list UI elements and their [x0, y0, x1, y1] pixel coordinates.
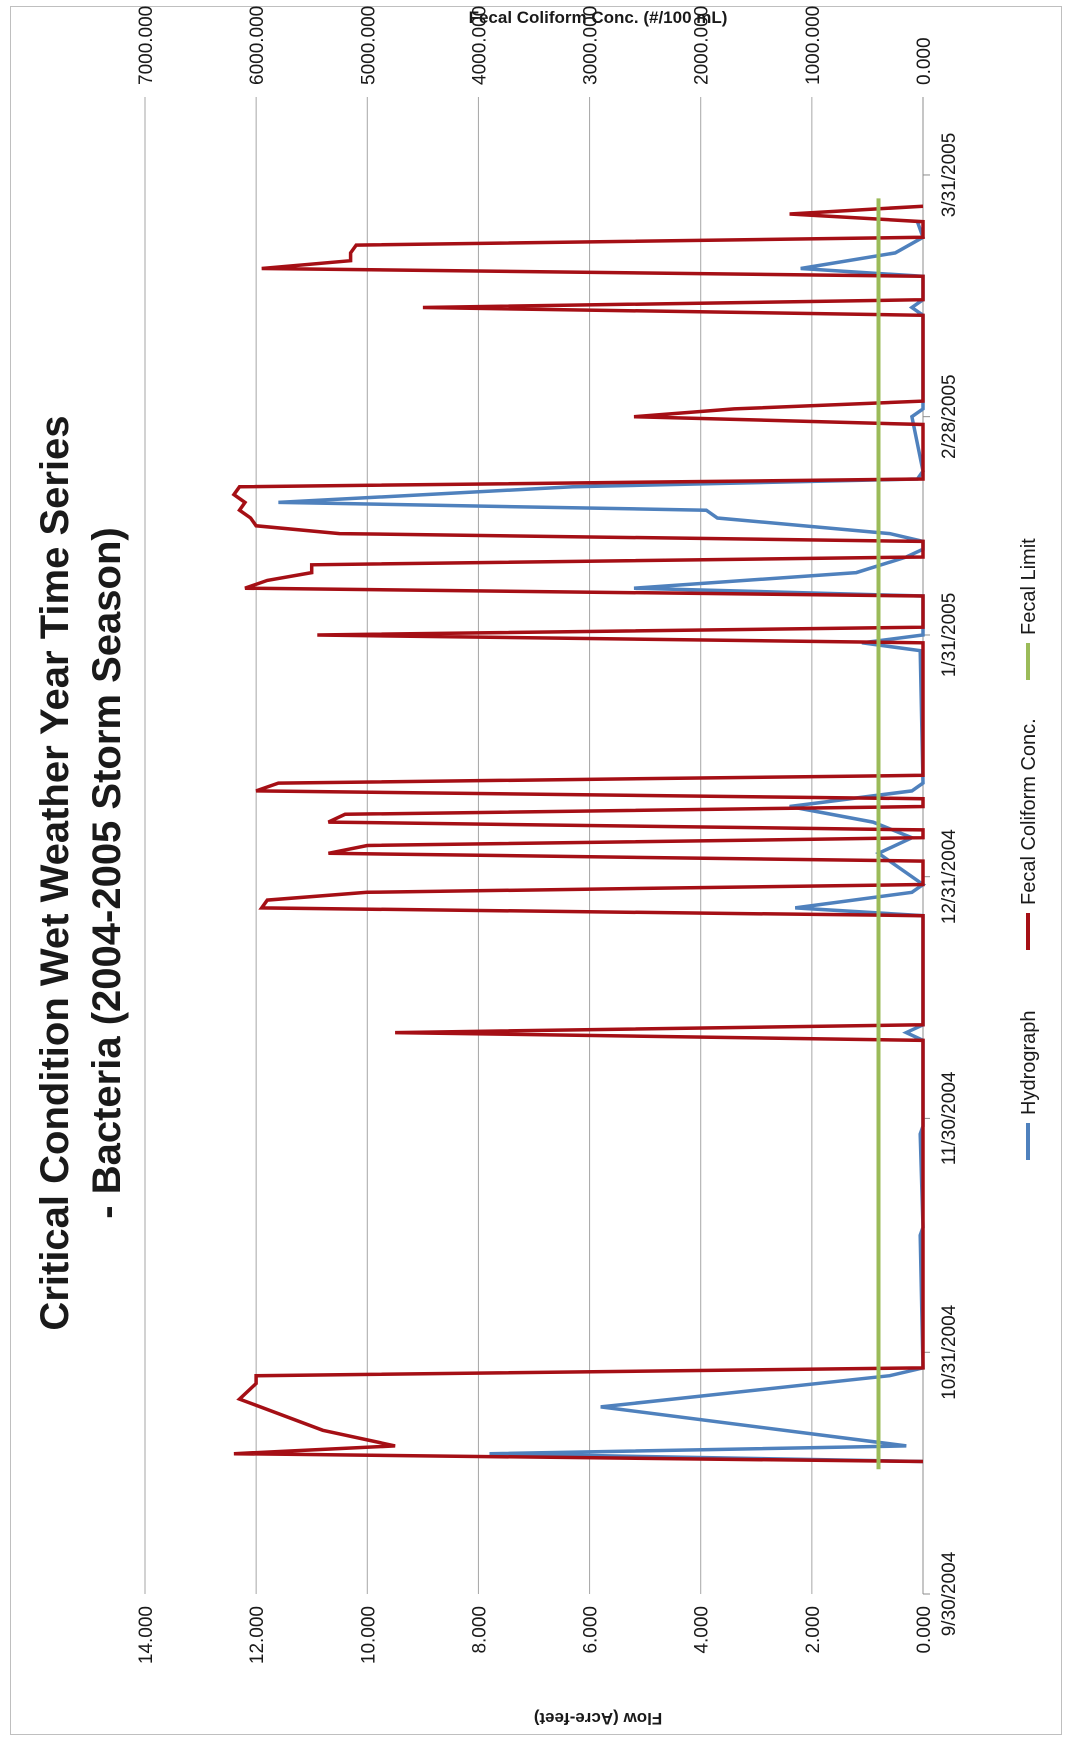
y-axis-title-right: Fecal Coliform Conc. (#/100 mL)	[469, 8, 728, 27]
legend: Hydrograph Fecal Coliform Conc. Fecal Li…	[1018, 538, 1040, 1160]
x-tick-label: 2/28/2005	[939, 374, 960, 459]
y-tick-label-left: 8.000	[469, 1606, 490, 1654]
y-axis-left-ticks: 0.000 2.000 4.000 6.000 8.000 10.000 12.000 14.…	[136, 1606, 935, 1664]
legend-label-fecal-coliform: Fecal Coliform Conc.	[1018, 718, 1040, 905]
y-tick-label-left: 12.000	[247, 1606, 268, 1664]
x-axis-ticks: 9/30/2004 10/31/2004 11/30/2004 12/31/2004 1…	[923, 133, 960, 1636]
y-tick-label-left: 10.000	[358, 1606, 379, 1664]
x-tick-label: 10/31/2004	[939, 1304, 960, 1400]
y-tick-label-right: 2000.000	[692, 6, 713, 85]
y-tick-label-left: 4.000	[692, 1606, 713, 1654]
y-tick-label-right: 6000.000	[247, 6, 268, 85]
y-tick-label-right: 0.000	[914, 37, 935, 85]
y-tick-label-left: 14.000	[136, 1606, 157, 1664]
chart-subtitle: - Bacteria (2004-2005 Storm Season)	[85, 527, 129, 1218]
y-tick-label-right: 7000.000	[136, 6, 157, 85]
y-tick-label-left: 2.000	[803, 1606, 824, 1654]
x-tick-label: 9/30/2004	[939, 1551, 960, 1636]
series-lines	[231, 198, 927, 1470]
legend-label-hydrograph: Hydrograph	[1018, 1010, 1040, 1115]
y-axis-title-left: Flow (Acre-feet)	[534, 1709, 662, 1728]
y-tick-label-left: 0.000	[914, 1606, 935, 1654]
series-line-fecal-coliform-conc	[231, 204, 925, 1464]
y-tick-label-right: 1000.000	[803, 6, 824, 85]
y-tick-label-right: 4000.000	[469, 6, 490, 85]
x-tick-label: 12/31/2004	[939, 829, 960, 925]
chart-title: Critical Condition Wet Weather Year Time…	[33, 415, 77, 1330]
y-tick-label-right: 5000.000	[358, 6, 379, 85]
y-tick-label-left: 6.000	[581, 1606, 602, 1654]
x-tick-label: 3/31/2005	[939, 133, 960, 218]
y-tick-label-right: 3000.000	[581, 6, 602, 85]
y-axis-right-ticks: 0.000 1000.000 2000.000 3000.000 4000.000 500…	[136, 6, 935, 85]
legend-label-fecal-limit: Fecal Limit	[1018, 538, 1040, 635]
series-line-hydrograph	[278, 221, 927, 1464]
x-tick-label: 11/30/2004	[939, 1071, 960, 1165]
x-tick-label: 1/31/2005	[939, 593, 960, 678]
